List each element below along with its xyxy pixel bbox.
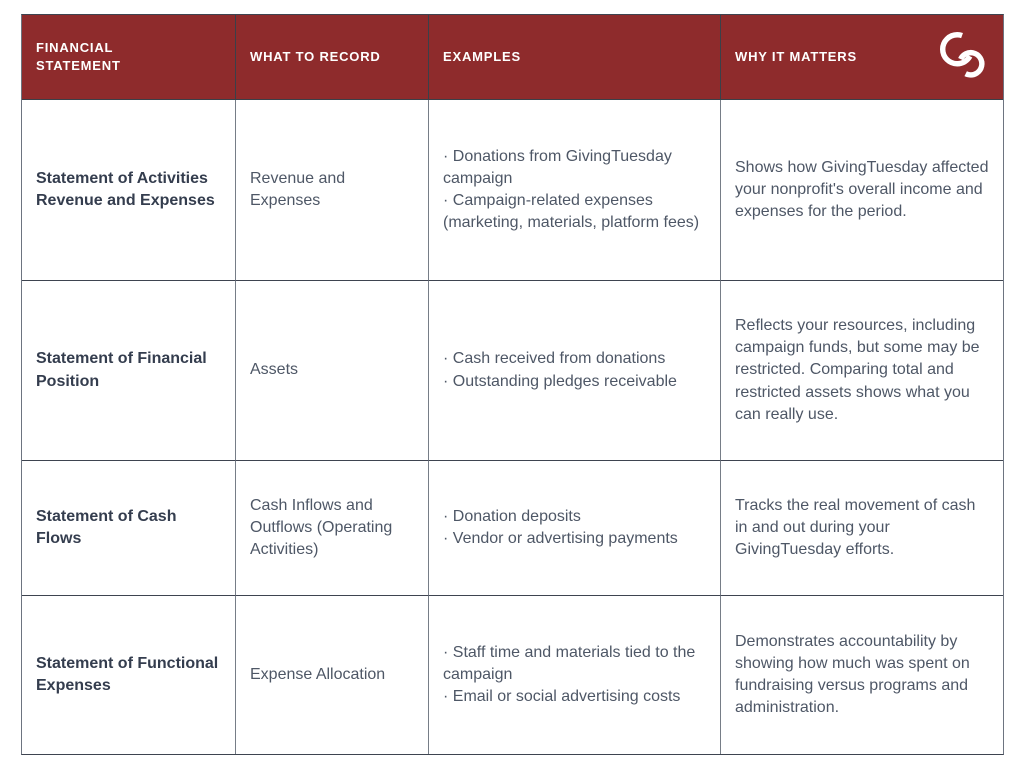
- example-item: · Donation deposits: [443, 507, 581, 525]
- example-item: · Campaign-related expenses (marketing, …: [443, 192, 700, 232]
- column-header-label: FINANCIAL STATEMENT: [36, 40, 121, 73]
- record-text: Assets: [250, 361, 299, 379]
- cell-statement: Statement of Financial Position: [22, 281, 236, 461]
- example-item: · Staff time and materials tied to the c…: [443, 643, 696, 683]
- example-item: · Vendor or advertising payments: [443, 530, 678, 547]
- why-text: Reflects your resources, including campa…: [735, 317, 980, 423]
- cell-examples: · Donation deposits · Vendor or advertis…: [429, 461, 721, 596]
- record-text: Cash Inflows and Outflows (Operating Act…: [250, 496, 393, 559]
- cell-why-it-matters: Shows how GivingTuesday affected your no…: [721, 100, 1003, 281]
- cell-why-it-matters: Reflects your resources, including campa…: [721, 281, 1003, 461]
- why-text: Demonstrates accountability by showing h…: [735, 632, 970, 717]
- example-item: · Cash received from donations: [443, 350, 666, 368]
- record-text: Expense Allocation: [250, 665, 386, 683]
- record-text: Revenue and Expenses: [250, 169, 346, 209]
- statement-text: Statement of Financial Position: [36, 350, 207, 390]
- cell-statement: Statement of Functional Expenses: [22, 596, 236, 754]
- cell-statement: Statement of Cash Flows: [22, 461, 236, 596]
- column-header-label: WHY IT MATTERS: [735, 49, 857, 65]
- header-cell-examples: EXAMPLES: [429, 15, 721, 100]
- example-item: · Outstanding pledges receivable: [443, 372, 677, 390]
- cell-examples: · Cash received from donations · Outstan…: [429, 281, 721, 461]
- cell-statement: Statement of Activities Revenue and Expe…: [22, 100, 236, 281]
- cell-why-it-matters: Demonstrates accountability by showing h…: [721, 596, 1003, 754]
- cell-why-it-matters: Tracks the real movement of cash in and …: [721, 461, 1003, 596]
- header-cell-financial-statement: FINANCIAL STATEMENT: [22, 15, 236, 100]
- cell-what-to-record: Assets: [236, 281, 429, 461]
- example-item: · Email or social advertising costs: [443, 688, 681, 706]
- column-header-label: WHAT TO RECORD: [250, 49, 381, 65]
- why-text: Shows how GivingTuesday affected your no…: [735, 158, 989, 221]
- header-cell-what-to-record: WHAT TO RECORD: [236, 15, 429, 100]
- cell-what-to-record: Revenue and Expenses: [236, 100, 429, 281]
- example-item: · Donations from GivingTuesday campaign: [443, 147, 672, 187]
- cell-examples: · Staff time and materials tied to the c…: [429, 596, 721, 754]
- why-text: Tracks the real movement of cash in and …: [735, 496, 976, 559]
- statement-text: Statement of Activities Revenue and Expe…: [36, 169, 215, 209]
- cell-examples: · Donations from GivingTuesday campaign …: [429, 100, 721, 281]
- cell-what-to-record: Cash Inflows and Outflows (Operating Act…: [236, 461, 429, 596]
- financial-statements-table: FINANCIAL STATEMENT WHAT TO RECORD EXAMP…: [21, 14, 1004, 755]
- statement-text: Statement of Functional Expenses: [36, 654, 219, 694]
- header-cell-why-it-matters: WHY IT MATTERS: [721, 15, 1003, 100]
- cell-what-to-record: Expense Allocation: [236, 596, 429, 754]
- brand-logo-icon: [933, 27, 993, 87]
- statement-text: Statement of Cash Flows: [36, 507, 177, 547]
- column-header-label: EXAMPLES: [443, 49, 521, 65]
